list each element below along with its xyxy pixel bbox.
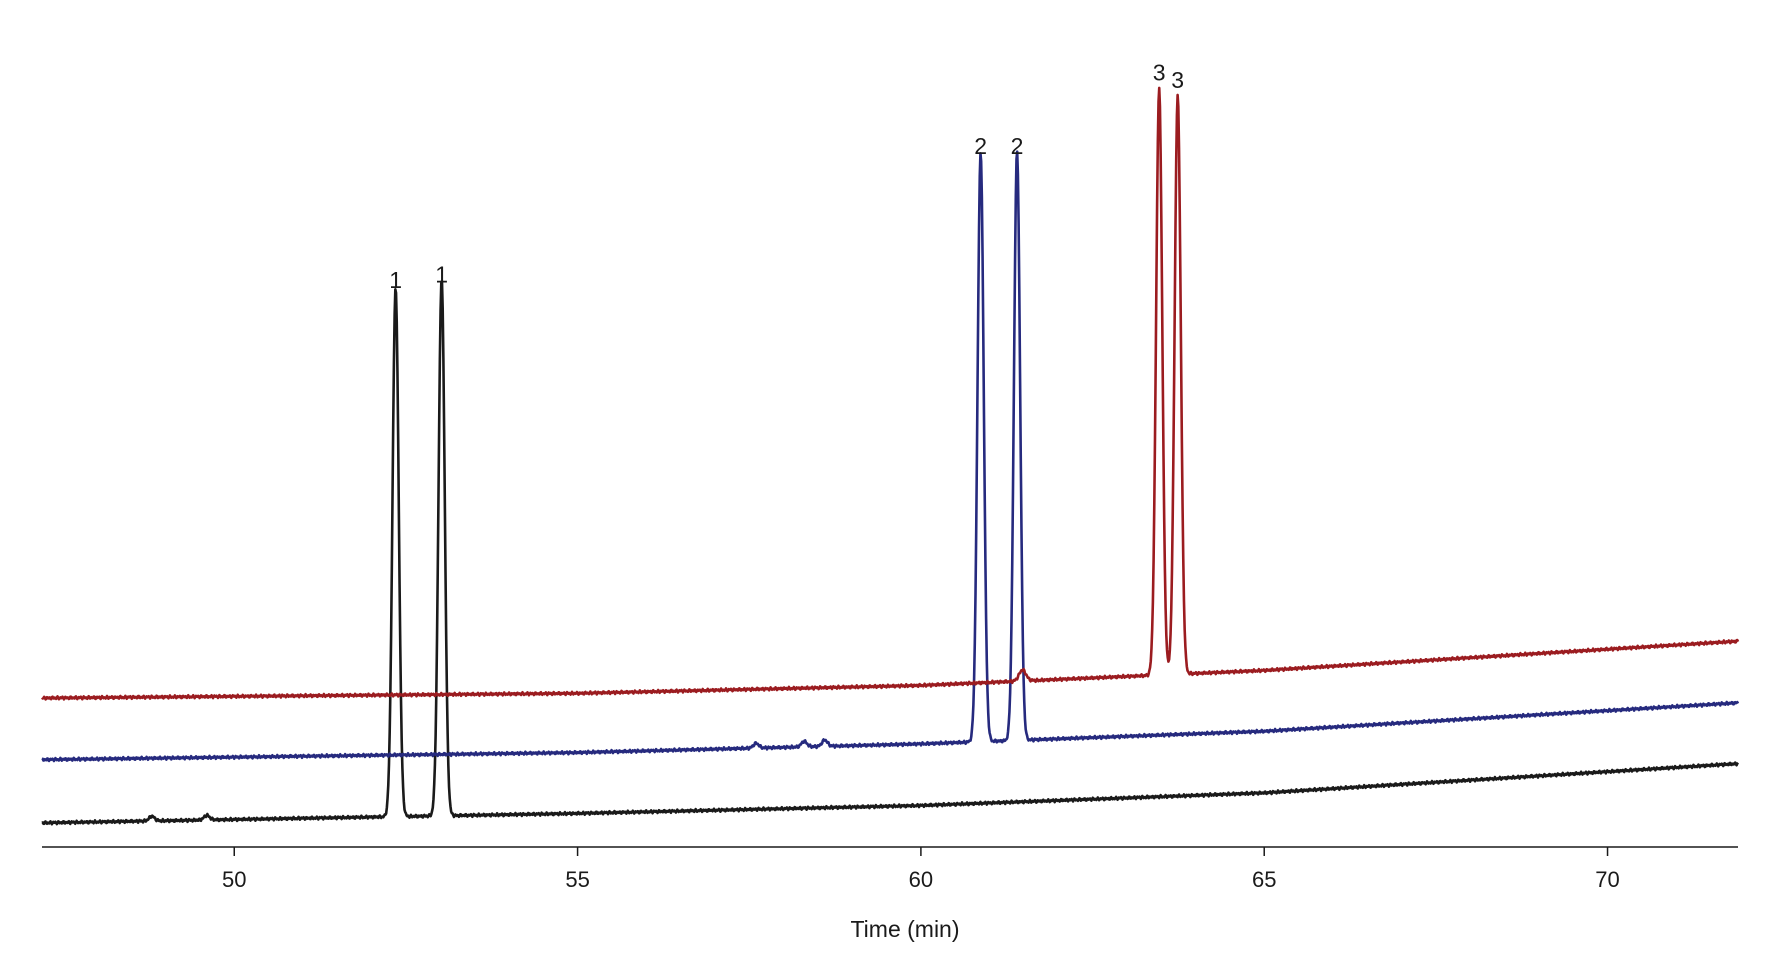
x-tick-label: 55 (565, 867, 589, 892)
x-tick-group: 50 55 60 65 70 (222, 847, 1620, 892)
peak-label: 2 (974, 133, 987, 159)
x-tick-label: 50 (222, 867, 246, 892)
peak-label: 1 (435, 262, 448, 288)
x-tick-label: 60 (909, 867, 933, 892)
x-tick-label: 65 (1252, 867, 1276, 892)
x-tick-label: 70 (1595, 867, 1619, 892)
peak-label-group: 1 12 23 3 (389, 59, 1184, 293)
chromatogram-trace-3 (41, 86, 1740, 701)
chromatogram-trace-2 (41, 150, 1740, 763)
peak-label: 1 (389, 267, 402, 293)
peak-label: 3 (1153, 59, 1166, 85)
peak-label: 3 (1171, 67, 1184, 93)
x-axis-title: Time (min) (850, 916, 959, 942)
chromatogram-trace-1 (41, 279, 1740, 826)
peak-label: 2 (1011, 133, 1024, 159)
trace-group (41, 86, 1740, 826)
